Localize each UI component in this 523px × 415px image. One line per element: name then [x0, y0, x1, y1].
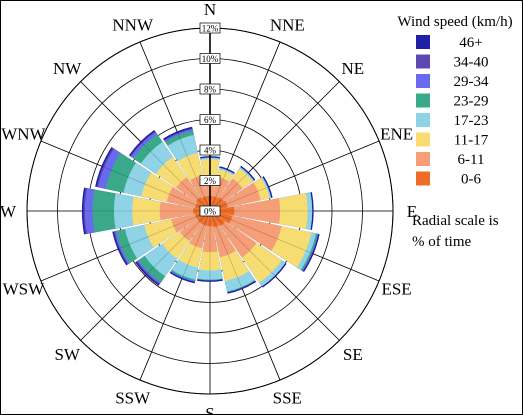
- legend-title: Wind speed (km/h): [397, 14, 512, 30]
- spoke-overlay-ESE: [209, 210, 380, 282]
- direction-label-NE: NE: [341, 59, 364, 78]
- direction-label-SW: SW: [54, 345, 80, 364]
- tick-box-4: [199, 83, 221, 95]
- tick-box-2: [199, 144, 221, 156]
- direction-label-S: S: [205, 404, 214, 415]
- radial-axis: 0% 2% 4% 6% 8% 10% 12%: [199, 22, 221, 217]
- legend-swatch-46+: [416, 35, 430, 49]
- legend-label-11-17: 11-17: [454, 133, 489, 149]
- legend: Wind speed (km/h) 46+ 34-40 29-34 23-29 17-2…: [397, 14, 512, 250]
- petal-W-6-11: [159, 201, 210, 221]
- tick-label-3: 6%: [204, 115, 217, 125]
- legend-swatch-0-6: [416, 171, 430, 186]
- tick-label-6: 12%: [202, 24, 219, 34]
- direction-label-SSW: SSW: [115, 389, 151, 408]
- tick-box-1: [199, 175, 221, 186]
- direction-label-SSE: SSE: [273, 389, 302, 408]
- tick-box-0: [199, 205, 221, 217]
- spoke-overlay-WNW: [40, 140, 211, 212]
- tick-label-0: 0%: [204, 207, 217, 217]
- legend-label-17-23: 17-23: [454, 113, 489, 129]
- direction-label-ESE: ESE: [381, 279, 411, 298]
- direction-label-WNW: WNW: [1, 125, 46, 144]
- spoke-overlay-SE: [209, 210, 340, 341]
- legend-label-0-6: 0-6: [461, 172, 481, 188]
- spoke-overlay-WSW: [40, 210, 211, 282]
- legend-label-34-40: 34-40: [454, 55, 489, 71]
- direction-label-ENE: ENE: [380, 125, 413, 144]
- legend-swatch-23-29: [416, 93, 430, 108]
- tick-box-5: [199, 53, 221, 64]
- petal-S-6-11: [202, 211, 218, 253]
- legend-swatch-29-34: [416, 74, 430, 88]
- direction-label-NW: NW: [53, 59, 82, 78]
- tick-label-1: 2%: [204, 176, 217, 186]
- legend-label-23-29: 23-29: [454, 94, 489, 110]
- tick-box-3: [199, 114, 221, 125]
- direction-label-NNE: NNE: [270, 15, 305, 34]
- spoke-overlay-NE: [209, 81, 340, 212]
- spoke-overlay-NW: [80, 81, 211, 212]
- tick-label-4: 8%: [204, 85, 217, 95]
- spoke-overlay-SSE: [209, 210, 281, 381]
- tick-label-2: 4%: [204, 146, 217, 156]
- legend-note-line-2: % of time: [412, 234, 471, 250]
- legend-label-46+: 46+: [459, 35, 482, 51]
- legend-label-29-34: 29-34: [454, 74, 489, 90]
- direction-label-SE: SE: [343, 345, 363, 364]
- spoke-overlay-ENE: [209, 140, 380, 212]
- legend-swatch-6-11: [416, 152, 430, 166]
- petal-S-0-6: [207, 211, 213, 227]
- petal-E-0-6: [210, 206, 235, 216]
- direction-label-N: N: [204, 0, 216, 19]
- legend-note-line-1: Radial scale is: [412, 213, 499, 229]
- legend-items: 46+ 34-40 29-34 23-29 17-23 11-17 6-11 0-6: [416, 35, 489, 188]
- petal-E-6-11: [210, 198, 281, 224]
- spoke-overlay-NNW: [139, 41, 211, 212]
- legend-swatch-34-40: [416, 54, 430, 69]
- tick-label-5: 10%: [202, 54, 219, 64]
- direction-label-WSW: WSW: [3, 279, 46, 298]
- spoke-overlay-SW: [80, 210, 211, 341]
- legend-swatch-17-23: [416, 113, 430, 127]
- direction-label-E: E: [407, 202, 417, 221]
- direction-labels: N NNE NE ENE E ESE SE SSE S SSW SW WSW W WNW NW NNW: [0, 0, 417, 415]
- legend-swatch-11-17: [416, 132, 430, 147]
- legend-label-6-11: 6-11: [458, 152, 485, 168]
- direction-label-W: W: [0, 202, 17, 221]
- direction-label-NNW: NNW: [112, 15, 154, 34]
- tick-box-6: [199, 22, 221, 34]
- spoke-overlay-SSW: [139, 210, 211, 381]
- spoke-overlay-NNE: [209, 41, 281, 212]
- wind-petals: [27, 28, 393, 394]
